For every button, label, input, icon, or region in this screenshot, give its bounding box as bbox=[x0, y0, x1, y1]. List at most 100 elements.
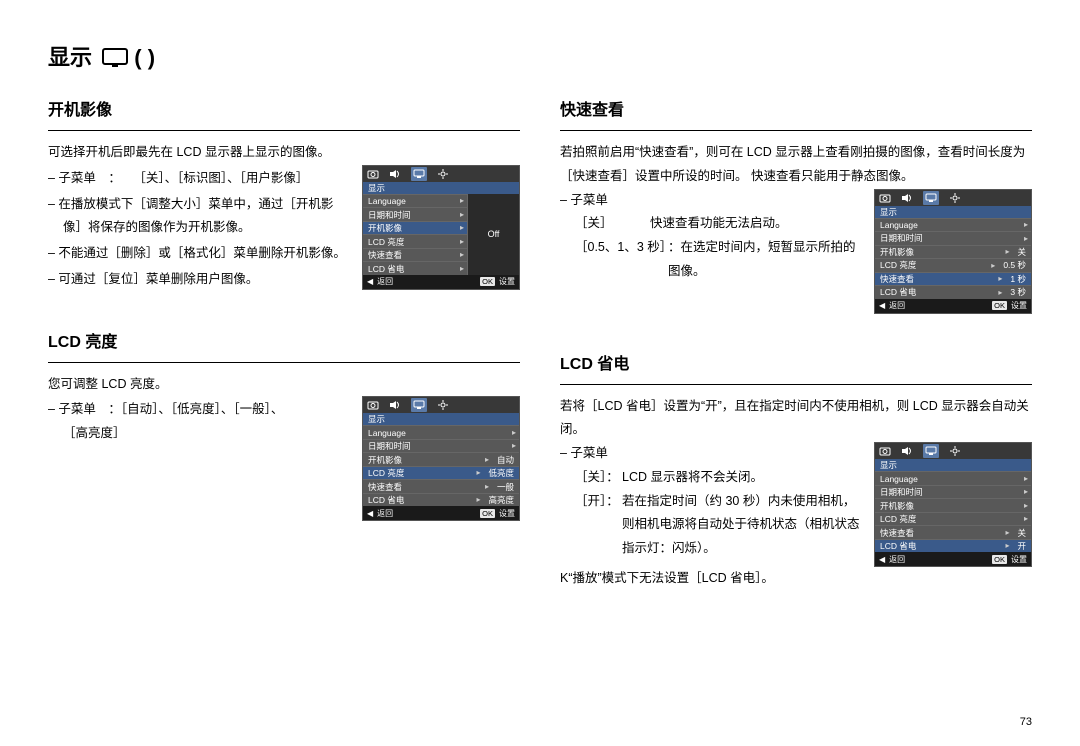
footer-back: 返回 bbox=[889, 301, 905, 311]
kv-val: 快速查看功能无法启动。 bbox=[650, 212, 860, 236]
tab-display-icon bbox=[411, 398, 427, 412]
menu-header: 显示 bbox=[363, 182, 519, 194]
menu-label: LCD 亮度 bbox=[875, 514, 1021, 524]
kv-row: ［关］： LCD 显示器将不会关闭。 bbox=[560, 466, 860, 490]
list-item: – 子菜单 ： ［关］、［标识图］、［用户影像］ bbox=[48, 167, 348, 191]
submenu-block: – 子菜单 ［关］ 快速查看功能无法启动。 ［0.5、1、3 秒］ ：在选定时间… bbox=[560, 189, 860, 284]
menu-list: Language▸日期和时间▸开机影像▸自动LCD 亮度▸低亮度快速查看▸一般L… bbox=[363, 425, 519, 506]
back-arrow-icon: ◀ bbox=[367, 509, 373, 519]
section-intro: 若将［LCD 省电］设置为“开”，且在指定时间内不使用相机，则 LCD 显示器会… bbox=[560, 395, 1032, 443]
menu-row: 快速查看▸关 bbox=[875, 525, 1031, 539]
chevron-right-icon: ▸ bbox=[995, 274, 1005, 284]
divider bbox=[560, 130, 1032, 131]
menu-screenshot: 显示 Language▸日期和时间▸开机影像▸LCD 亮度▸快速查看▸关LCD … bbox=[874, 442, 1032, 567]
footer-set: 设置 bbox=[1011, 301, 1027, 311]
section-title: LCD 省电 bbox=[560, 350, 1032, 374]
menu-screenshot: 显示 Language▸日期和时间▸开机影像▸自动LCD 亮度▸低亮度快速查看▸… bbox=[362, 396, 520, 521]
menu-value: 1 秒 bbox=[1005, 274, 1031, 284]
list-item: – 在播放模式下［调整大小］菜单中，通过［开机影像］将保存的图像作为开机影像。 bbox=[48, 193, 348, 241]
tab-settings-icon bbox=[949, 191, 961, 205]
chevron-right-icon: ▸ bbox=[1002, 247, 1012, 257]
menu-row: 快速查看▸1 秒 bbox=[875, 272, 1031, 286]
menu-label: LCD 省电 bbox=[875, 287, 995, 297]
chevron-right-icon: ▸ bbox=[509, 428, 519, 438]
list-item: – 不能通过［删除］或［格式化］菜单删除开机影像。 bbox=[48, 242, 348, 266]
menu-row: LCD 省电▸高亮度 bbox=[363, 493, 519, 507]
kv-key: ［关］： bbox=[560, 466, 622, 490]
tab-camera-icon bbox=[367, 167, 379, 181]
menu-row: Language▸ bbox=[363, 194, 467, 208]
menu-label: LCD 省电 bbox=[363, 264, 457, 274]
chevron-right-icon: ▸ bbox=[1021, 474, 1031, 484]
menu-header: 显示 bbox=[875, 206, 1031, 218]
tab-settings-icon bbox=[437, 398, 449, 412]
tab-sound-icon bbox=[901, 191, 913, 205]
tab-camera-icon bbox=[367, 398, 379, 412]
bullet-list: – 子菜单 ：［自动］、［低亮度］、［一般］、 ［高亮度］ bbox=[48, 396, 348, 446]
menu-list: Language▸日期和时间▸开机影像▸LCD 亮度▸快速查看▸关LCD 省电▸… bbox=[875, 471, 1031, 552]
chevron-right-icon: ▸ bbox=[482, 455, 492, 465]
tab-camera-icon bbox=[879, 444, 891, 458]
tab-display-icon bbox=[923, 191, 939, 205]
menu-row: LCD 亮度▸低亮度 bbox=[363, 466, 519, 480]
menu-row: LCD 省电▸开 bbox=[875, 539, 1031, 553]
menu-tabs bbox=[363, 166, 519, 182]
menu-value: 0.5 秒 bbox=[998, 260, 1031, 270]
footer-back: 返回 bbox=[377, 277, 393, 287]
menu-label: 日期和时间 bbox=[875, 233, 1021, 243]
menu-row: Language▸ bbox=[875, 218, 1031, 232]
menu-row: 日期和时间▸ bbox=[875, 231, 1031, 245]
menu-footer: ◀ 返回 OK 设置 bbox=[363, 506, 519, 520]
menu-header: 显示 bbox=[363, 413, 519, 425]
footer-set: 设置 bbox=[499, 277, 515, 287]
menu-value: 关 bbox=[1012, 528, 1031, 538]
menu-value: 3 秒 bbox=[1005, 287, 1031, 297]
menu-label: LCD 省电 bbox=[875, 541, 1002, 551]
menu-list: Language▸日期和时间▸开机影像▸关LCD 亮度▸0.5 秒快速查看▸1 … bbox=[875, 218, 1031, 299]
note: K“播放”模式下无法设置［LCD 省电］。 bbox=[560, 567, 860, 591]
menu-row: LCD 省电▸3 秒 bbox=[875, 285, 1031, 299]
submenu-label: – 子菜单 bbox=[560, 189, 860, 213]
chevron-right-icon: ▸ bbox=[1002, 541, 1012, 551]
page-title: 显示 ( ) bbox=[48, 40, 1032, 72]
kv-val: LCD 显示器将不会关闭。 bbox=[622, 466, 860, 490]
tab-display-icon bbox=[411, 167, 427, 181]
chevron-right-icon: ▸ bbox=[473, 495, 483, 505]
section-quick-view: 快速查看 若拍照前启用“快速查看”，则可在 LCD 显示器上查看刚拍摄的图像，查… bbox=[560, 96, 1032, 314]
kv-key: ［关］ bbox=[560, 212, 650, 236]
menu-label: 快速查看 bbox=[875, 528, 1002, 538]
menu-row: Language▸ bbox=[875, 471, 1031, 485]
menu-preview: Off bbox=[467, 194, 519, 275]
menu-tabs bbox=[875, 443, 1031, 459]
menu-label: LCD 亮度 bbox=[363, 468, 473, 478]
menu-row: LCD 亮度▸ bbox=[875, 512, 1031, 526]
menu-row: 开机影像▸ bbox=[363, 221, 467, 235]
menu-value: 一般 bbox=[492, 482, 519, 492]
menu-row: 快速查看▸ bbox=[363, 248, 467, 262]
chevron-right-icon: ▸ bbox=[1021, 220, 1031, 230]
back-arrow-icon: ◀ bbox=[879, 301, 885, 311]
list-item: – 可通过［复位］菜单删除用户图像。 bbox=[48, 268, 348, 292]
menu-label: Language bbox=[875, 220, 1021, 230]
chevron-right-icon: ▸ bbox=[457, 264, 467, 274]
menu-tabs bbox=[363, 397, 519, 413]
chevron-right-icon: ▸ bbox=[995, 288, 1005, 298]
tab-settings-icon bbox=[949, 444, 961, 458]
section-title: LCD 亮度 bbox=[48, 328, 520, 352]
menu-row: 开机影像▸ bbox=[875, 498, 1031, 512]
menu-label: 开机影像 bbox=[875, 501, 1021, 511]
menu-list: Language▸日期和时间▸开机影像▸LCD 亮度▸快速查看▸LCD 省电▸ bbox=[363, 194, 467, 275]
section-title: 快速查看 bbox=[560, 96, 1032, 120]
section-startup-image: 开机影像 可选择开机后即最先在 LCD 显示器上显示的图像。 – 子菜单 ： ［… bbox=[48, 96, 520, 292]
menu-row: LCD 亮度▸ bbox=[363, 234, 467, 248]
menu-row: 日期和时间▸ bbox=[363, 207, 467, 221]
menu-row: LCD 省电▸ bbox=[363, 261, 467, 275]
page-number: 73 bbox=[1020, 716, 1032, 728]
footer-set: 设置 bbox=[1011, 555, 1027, 565]
title-text: 显示 bbox=[48, 45, 92, 70]
columns: 开机影像 可选择开机后即最先在 LCD 显示器上显示的图像。 – 子菜单 ： ［… bbox=[48, 96, 1032, 627]
display-icon bbox=[102, 48, 128, 68]
menu-value: 关 bbox=[1012, 247, 1031, 257]
right-column: 快速查看 若拍照前启用“快速查看”，则可在 LCD 显示器上查看刚拍摄的图像，查… bbox=[560, 96, 1032, 627]
menu-footer: ◀ 返回 OK 设置 bbox=[875, 552, 1031, 566]
